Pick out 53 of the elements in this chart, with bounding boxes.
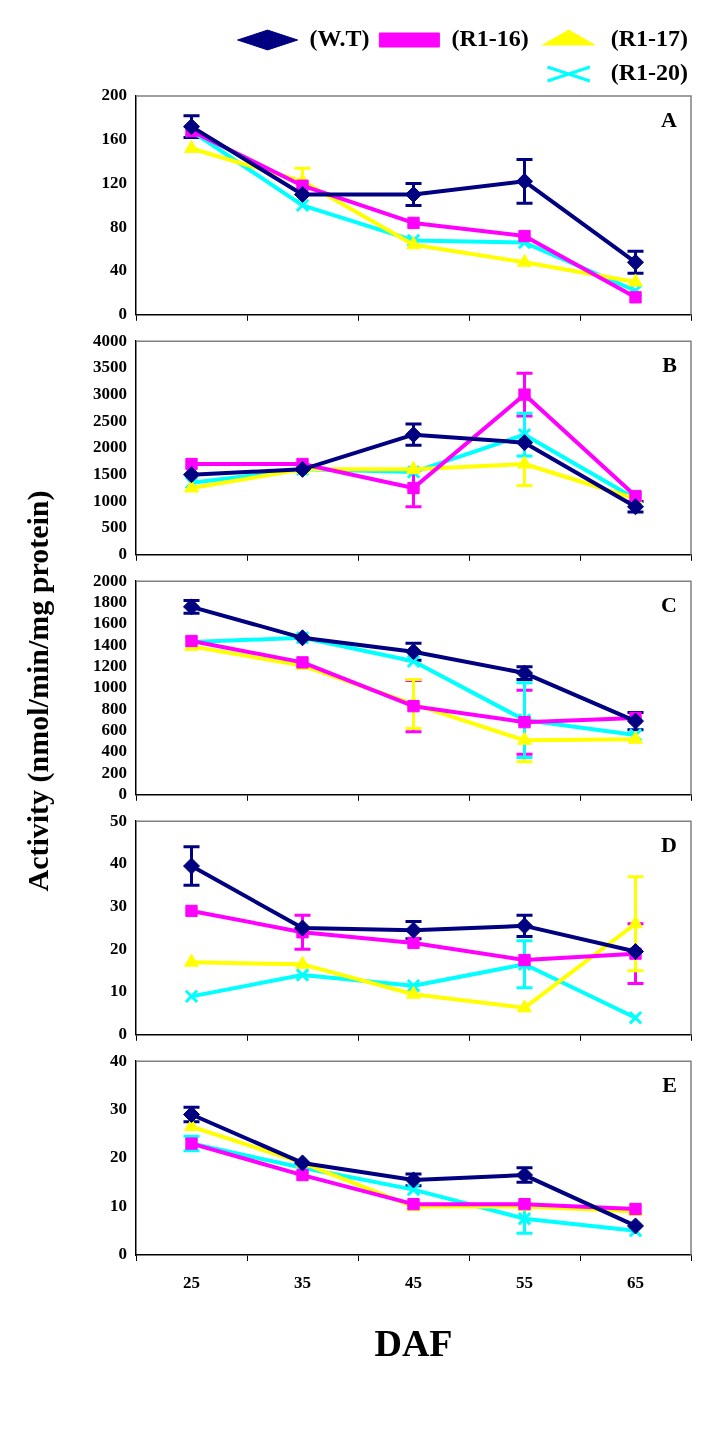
y-tick-label: 0 (118, 544, 127, 564)
y-tick-label: 20 (110, 938, 127, 958)
y-tick-label: 800 (101, 698, 127, 718)
y-tick-label: 500 (101, 517, 127, 537)
y-tick-label: 50 (110, 810, 127, 830)
y-tick-label: 2000 (93, 437, 127, 457)
y-tick-label: 1600 (93, 613, 127, 633)
y-tick-label: 2500 (93, 410, 127, 430)
y-tick-label: 600 (101, 720, 127, 740)
y-tick-label: 40 (110, 260, 127, 280)
annotation: E (662, 1071, 677, 1097)
y-tick-label: 0 (118, 784, 127, 804)
y-axis-title: Activity (nmol/min/mg protein) (21, 489, 55, 892)
y-tick-label: 1000 (93, 490, 127, 510)
y-tick-label: 400 (101, 741, 127, 761)
y-tick-label: 200 (101, 85, 127, 105)
y-tick-label: 30 (110, 896, 127, 916)
y-tick-label: 1200 (93, 656, 127, 676)
y-tick-label: 30 (110, 1099, 127, 1119)
y-tick-label: 10 (110, 1195, 127, 1215)
legend-label: (W.T) (309, 25, 370, 52)
y-tick-label: 40 (110, 853, 127, 873)
annotation: A (661, 106, 678, 132)
y-tick-label: 1800 (93, 591, 127, 611)
y-tick-label: 160 (101, 129, 127, 149)
y-tick-label: 4000 (93, 330, 127, 350)
y-tick-label: 0 (118, 1024, 127, 1044)
y-tick-label: 3500 (93, 357, 127, 377)
annotation: B (662, 351, 678, 377)
y-tick-label: 10 (110, 981, 127, 1001)
y-tick-label: 1000 (93, 677, 127, 697)
annotation: C (661, 591, 677, 617)
legend-label: (R1-17) (610, 25, 688, 52)
y-tick-label: 0 (118, 304, 127, 324)
y-tick-label: 0 (118, 1244, 127, 1264)
x-tick-label: 55 (516, 1272, 533, 1292)
y-tick-label: 80 (110, 216, 127, 236)
x-axis-title: DAF (374, 1322, 453, 1365)
x-tick-label: 45 (405, 1272, 422, 1292)
legend-label: (R1-16) (451, 25, 529, 52)
x-tick-label: 35 (294, 1272, 311, 1292)
y-tick-label: 1500 (93, 464, 127, 484)
y-tick-label: 120 (101, 172, 127, 192)
y-tick-label: 20 (110, 1147, 127, 1167)
y-tick-label: 2000 (93, 570, 127, 590)
y-tick-label: 200 (101, 762, 127, 782)
x-tick-label: 65 (627, 1272, 644, 1292)
legend-label: (R1-20) (610, 59, 688, 86)
annotation: D (661, 831, 677, 857)
y-tick-label: 1400 (93, 634, 127, 654)
y-tick-label: 40 (110, 1050, 127, 1070)
y-tick-label: 3000 (93, 383, 127, 403)
x-tick-label: 25 (183, 1272, 200, 1292)
